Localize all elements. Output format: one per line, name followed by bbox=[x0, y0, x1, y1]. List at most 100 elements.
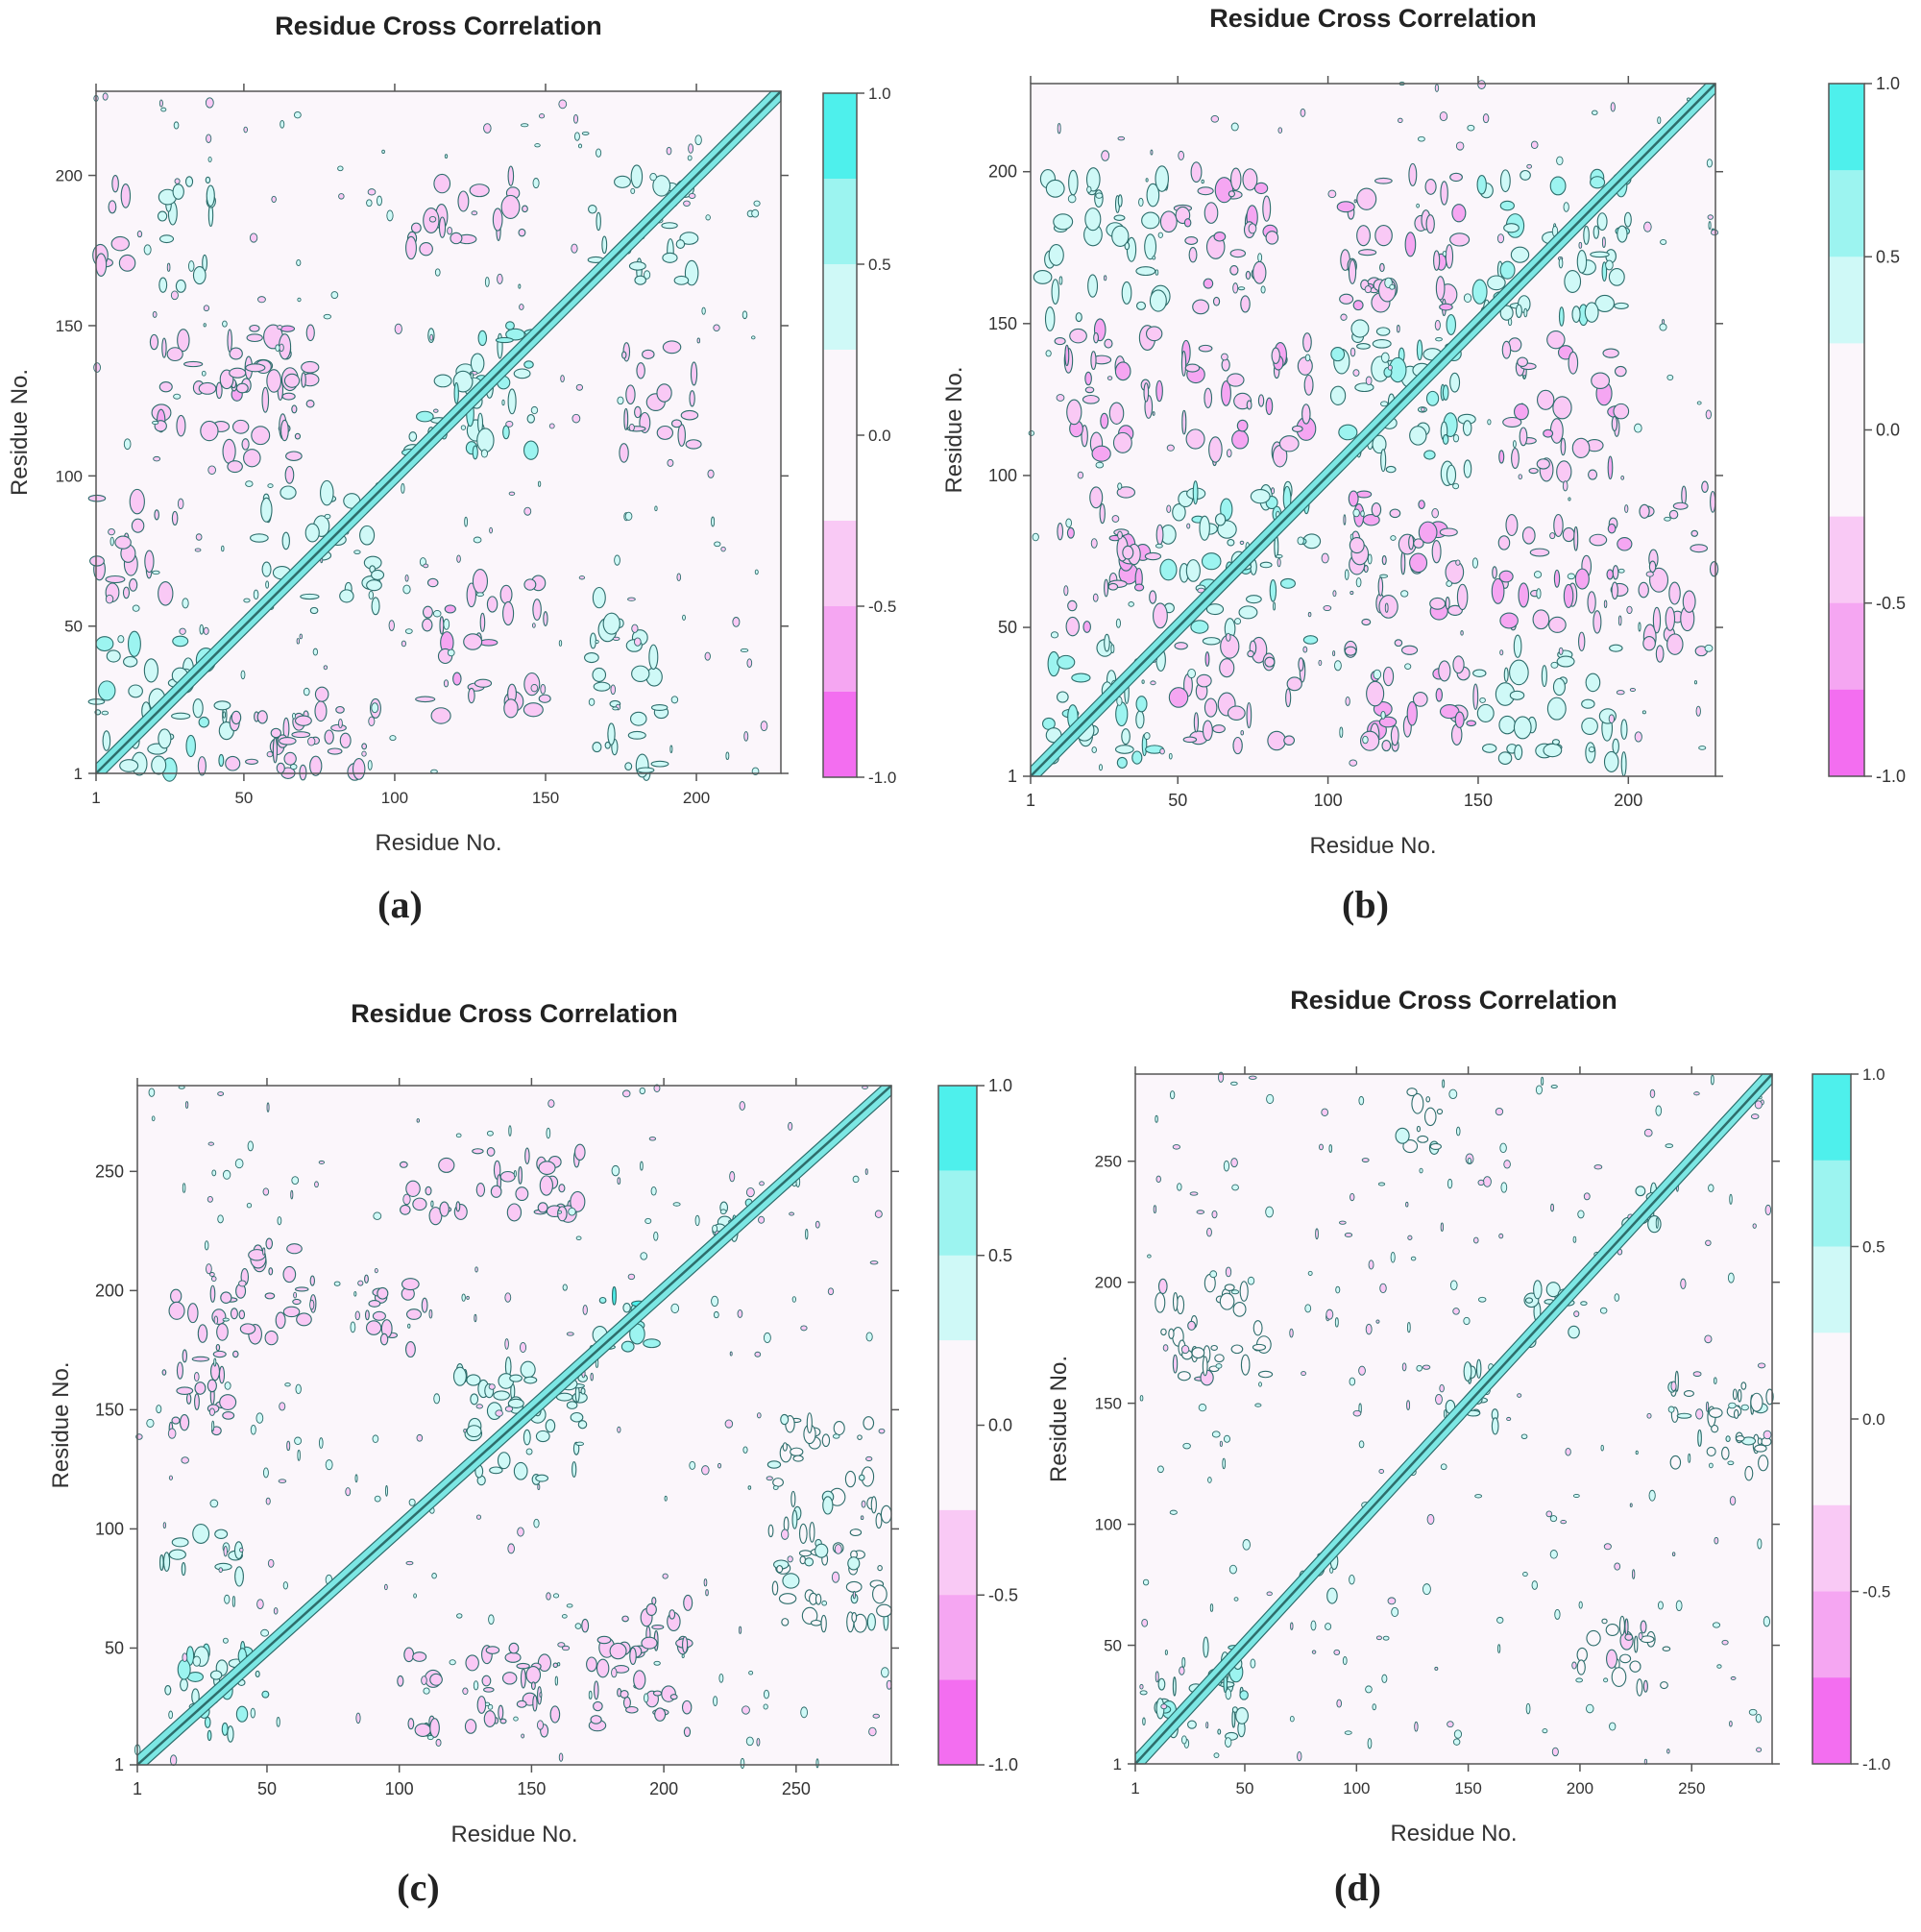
correlation-cell-a-0-27 bbox=[172, 635, 189, 648]
correlation-cell-b-2-43 bbox=[1330, 347, 1346, 362]
noise-contour-a-112 bbox=[160, 107, 167, 112]
correlation-cell-a-4-28 bbox=[523, 578, 537, 591]
noise-contour-d-106 bbox=[1247, 1276, 1255, 1285]
noise-contour-d-70 bbox=[1434, 1666, 1439, 1671]
noise-contour-d-147 bbox=[1439, 1383, 1445, 1393]
noise-contour-c-183 bbox=[217, 1091, 225, 1096]
correlation-cell-a-9-0 bbox=[339, 732, 352, 748]
noise-contour-c-5 bbox=[868, 1726, 877, 1737]
noise-contour-d-200 bbox=[1382, 1635, 1390, 1641]
noise-contour-c-153 bbox=[729, 1351, 733, 1357]
correlation-cell-b-13-26 bbox=[1439, 303, 1453, 311]
noise-contour-d-64 bbox=[1378, 1468, 1384, 1474]
correlation-cell-b-13-21 bbox=[1451, 204, 1467, 223]
noise-contour-d-193 bbox=[1162, 1344, 1169, 1352]
noise-contour-a-201 bbox=[423, 563, 429, 569]
noise-contour-b-82 bbox=[1090, 538, 1098, 549]
correlation-cell-a-10-14 bbox=[197, 756, 207, 776]
correlation-cell-b-7-19 bbox=[1589, 533, 1608, 547]
correlation-cell-b-15-32 bbox=[1135, 301, 1147, 310]
correlation-cell-c-6-26 bbox=[161, 1369, 167, 1376]
correlation-cell-b-6-24 bbox=[1192, 299, 1210, 315]
noise-contour-c-16 bbox=[284, 1382, 291, 1387]
noise-contour-b-59 bbox=[1421, 406, 1425, 412]
correlation-cell-b-13-29 bbox=[1348, 259, 1357, 284]
noise-contour-d-171 bbox=[1147, 1254, 1152, 1259]
noise-contour-c-2 bbox=[590, 1372, 594, 1382]
correlation-cell-a-10-13 bbox=[279, 736, 297, 746]
colorbar-band bbox=[1829, 257, 1864, 344]
noise-contour-d-45 bbox=[1211, 1210, 1218, 1219]
correlation-cell-c-10-11 bbox=[875, 1512, 883, 1529]
noise-contour-b-52 bbox=[1452, 433, 1460, 443]
correlation-cell-b-2-42 bbox=[1463, 459, 1472, 478]
correlation-cell-a-3-12 bbox=[652, 175, 671, 197]
correlation-cell-c-6-5 bbox=[176, 1361, 183, 1380]
correlation-cell-a-0-22 bbox=[158, 728, 172, 749]
correlation-cell-d-7-28 bbox=[1732, 1388, 1738, 1401]
correlation-cell-b-1-37 bbox=[1202, 637, 1221, 646]
correlation-cell-c-4-16 bbox=[621, 1615, 629, 1623]
noise-contour-c-242 bbox=[250, 1425, 256, 1435]
correlation-cell-c-0-21 bbox=[227, 1725, 234, 1743]
correlation-cell-a-2-34 bbox=[495, 336, 514, 344]
noise-contour-a-68 bbox=[558, 640, 563, 647]
correlation-cell-d-5-12 bbox=[1662, 1646, 1671, 1651]
y-tick-label: 1 bbox=[1113, 1755, 1122, 1773]
noise-contour-c-193 bbox=[705, 1589, 709, 1597]
noise-contour-a-53 bbox=[429, 333, 434, 341]
correlation-cell-a-3-21 bbox=[675, 239, 686, 249]
correlation-cell-b-7-9 bbox=[1612, 565, 1619, 580]
correlation-cell-b-5-11 bbox=[1466, 720, 1477, 727]
correlation-cell-c-4-32 bbox=[683, 1594, 693, 1611]
correlation-cell-c-10-22 bbox=[809, 1522, 815, 1543]
noise-contour-d-166 bbox=[1307, 1270, 1313, 1276]
noise-contour-b-18 bbox=[1643, 221, 1652, 232]
noise-contour-b-187 bbox=[1362, 735, 1369, 745]
noise-contour-d-180 bbox=[1156, 1465, 1164, 1474]
noise-contour-a-190 bbox=[696, 337, 701, 344]
correlation-cell-a-0-25 bbox=[218, 753, 225, 768]
correlation-cell-b-9-1 bbox=[1267, 730, 1287, 751]
correlation-cell-b-10-19 bbox=[1413, 538, 1424, 549]
correlation-cell-c-10-32 bbox=[790, 1447, 804, 1456]
noise-contour-a-202 bbox=[153, 455, 161, 462]
correlation-cell-a-10-12 bbox=[256, 710, 268, 724]
noise-contour-a-39 bbox=[166, 262, 171, 272]
correlation-cell-b-14-35 bbox=[1513, 716, 1532, 740]
correlation-cell-a-13-11 bbox=[629, 711, 647, 726]
noise-contour-a-182 bbox=[732, 617, 741, 627]
y-tick-label: 1 bbox=[74, 765, 83, 783]
noise-contour-c-175 bbox=[193, 1372, 200, 1382]
correlation-cell-d-5-6 bbox=[1605, 1624, 1619, 1636]
noise-contour-a-72 bbox=[518, 283, 522, 289]
noise-contour-a-64 bbox=[581, 131, 590, 135]
x-tick-label: 100 bbox=[1343, 1779, 1370, 1797]
correlation-cell-b-2-25 bbox=[1442, 434, 1449, 445]
x-axis-label: Residue No. bbox=[1309, 833, 1436, 859]
correlation-cell-d-8-7 bbox=[1429, 1142, 1442, 1150]
noise-contour-d-159 bbox=[1141, 1618, 1149, 1627]
noise-contour-a-105 bbox=[222, 320, 228, 328]
noise-contour-d-151 bbox=[1155, 1114, 1158, 1123]
noise-contour-a-140 bbox=[630, 187, 636, 194]
y-tick-label: 1 bbox=[114, 1755, 124, 1774]
correlation-cell-d-1-7 bbox=[1533, 1280, 1543, 1300]
correlation-cell-c-8-8 bbox=[377, 1286, 389, 1300]
correlation-cell-b-3-29 bbox=[1623, 211, 1632, 228]
colorbar-band bbox=[938, 1086, 977, 1171]
correlation-cell-b-0-21 bbox=[1071, 673, 1091, 683]
noise-contour-d-111 bbox=[1525, 1702, 1531, 1715]
noise-contour-b-111 bbox=[1355, 577, 1362, 588]
correlation-cell-a-5-13 bbox=[241, 438, 250, 451]
correlation-cell-a-4-0 bbox=[422, 605, 433, 619]
correlation-cell-a-4-12 bbox=[543, 611, 548, 626]
correlation-cell-b-12-0 bbox=[1511, 448, 1520, 470]
correlation-cell-b-2-20 bbox=[1385, 465, 1397, 474]
noise-contour-b-158 bbox=[1591, 110, 1598, 115]
noise-contour-b-4 bbox=[1248, 223, 1257, 234]
correlation-cell-c-6-32 bbox=[232, 1350, 239, 1358]
correlation-cell-b-12-34 bbox=[1602, 348, 1619, 358]
correlation-cell-d-5-9 bbox=[1634, 1635, 1639, 1653]
noise-contour-d-83 bbox=[1755, 1713, 1762, 1724]
